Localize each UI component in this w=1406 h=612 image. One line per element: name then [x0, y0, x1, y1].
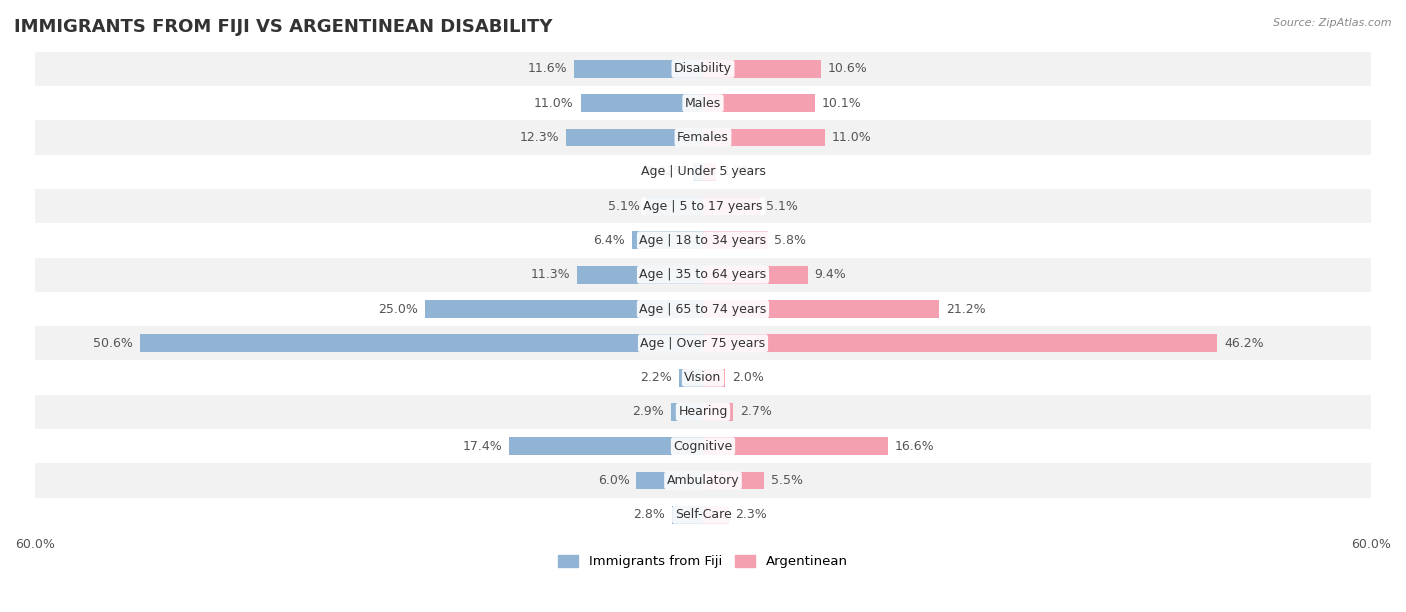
Bar: [574, 60, 703, 78]
Text: 6.4%: 6.4%: [593, 234, 626, 247]
Bar: [35, 292, 1371, 326]
Bar: [35, 463, 1371, 498]
Text: Hearing: Hearing: [678, 405, 728, 419]
Text: Source: ZipAtlas.com: Source: ZipAtlas.com: [1274, 18, 1392, 28]
Text: 11.0%: 11.0%: [832, 131, 872, 144]
Bar: [703, 368, 725, 387]
Text: 25.0%: 25.0%: [378, 302, 418, 316]
Bar: [581, 94, 703, 112]
Bar: [578, 266, 703, 283]
Text: 5.1%: 5.1%: [766, 200, 799, 212]
Bar: [703, 197, 759, 215]
Text: 21.2%: 21.2%: [946, 302, 986, 316]
Bar: [567, 129, 703, 146]
Text: Females: Females: [678, 131, 728, 144]
Text: Cognitive: Cognitive: [673, 440, 733, 453]
Bar: [35, 155, 1371, 189]
Text: 5.8%: 5.8%: [775, 234, 806, 247]
Text: 16.6%: 16.6%: [894, 440, 934, 453]
Bar: [647, 197, 703, 215]
Bar: [703, 403, 733, 421]
Text: 2.3%: 2.3%: [735, 509, 768, 521]
Bar: [671, 403, 703, 421]
Text: Disability: Disability: [673, 62, 733, 75]
Bar: [35, 258, 1371, 292]
Text: Age | 65 to 74 years: Age | 65 to 74 years: [640, 302, 766, 316]
Bar: [35, 121, 1371, 155]
Text: Age | Under 5 years: Age | Under 5 years: [641, 165, 765, 178]
Text: 5.5%: 5.5%: [770, 474, 803, 487]
Text: 2.2%: 2.2%: [640, 371, 672, 384]
Text: 6.0%: 6.0%: [598, 474, 630, 487]
Text: 2.9%: 2.9%: [633, 405, 664, 419]
Bar: [35, 52, 1371, 86]
Text: 10.6%: 10.6%: [828, 62, 868, 75]
Bar: [703, 266, 807, 283]
Text: 0.92%: 0.92%: [647, 165, 686, 178]
Text: 2.8%: 2.8%: [633, 509, 665, 521]
Bar: [703, 438, 887, 455]
Bar: [703, 60, 821, 78]
Bar: [35, 395, 1371, 429]
Bar: [35, 429, 1371, 463]
Bar: [35, 223, 1371, 258]
Bar: [509, 438, 703, 455]
Bar: [693, 163, 703, 181]
Bar: [139, 334, 703, 353]
Text: Age | 5 to 17 years: Age | 5 to 17 years: [644, 200, 762, 212]
Text: 2.7%: 2.7%: [740, 405, 772, 419]
Text: 10.1%: 10.1%: [823, 97, 862, 110]
Text: Age | 18 to 34 years: Age | 18 to 34 years: [640, 234, 766, 247]
Bar: [703, 472, 765, 490]
Text: 1.2%: 1.2%: [723, 165, 755, 178]
Text: Self-Care: Self-Care: [675, 509, 731, 521]
Text: 11.3%: 11.3%: [531, 268, 571, 281]
Text: IMMIGRANTS FROM FIJI VS ARGENTINEAN DISABILITY: IMMIGRANTS FROM FIJI VS ARGENTINEAN DISA…: [14, 18, 553, 36]
Bar: [703, 300, 939, 318]
Bar: [703, 163, 717, 181]
Text: 12.3%: 12.3%: [520, 131, 560, 144]
Bar: [679, 368, 703, 387]
Text: 50.6%: 50.6%: [93, 337, 134, 350]
Bar: [35, 189, 1371, 223]
Text: 17.4%: 17.4%: [463, 440, 502, 453]
Bar: [703, 94, 815, 112]
Bar: [703, 334, 1218, 353]
Bar: [35, 326, 1371, 360]
Text: Age | 35 to 64 years: Age | 35 to 64 years: [640, 268, 766, 281]
Bar: [425, 300, 703, 318]
Text: 11.0%: 11.0%: [534, 97, 574, 110]
Bar: [636, 472, 703, 490]
Bar: [631, 231, 703, 249]
Bar: [672, 506, 703, 524]
Text: 46.2%: 46.2%: [1225, 337, 1264, 350]
Text: Vision: Vision: [685, 371, 721, 384]
Text: 2.0%: 2.0%: [733, 371, 763, 384]
Bar: [35, 498, 1371, 532]
Bar: [703, 231, 768, 249]
Bar: [703, 129, 825, 146]
Text: Age | Over 75 years: Age | Over 75 years: [641, 337, 765, 350]
Legend: Immigrants from Fiji, Argentinean: Immigrants from Fiji, Argentinean: [553, 550, 853, 573]
Bar: [703, 506, 728, 524]
Text: Males: Males: [685, 97, 721, 110]
Text: 9.4%: 9.4%: [814, 268, 846, 281]
Bar: [35, 360, 1371, 395]
Text: 11.6%: 11.6%: [527, 62, 567, 75]
Bar: [35, 86, 1371, 121]
Text: Ambulatory: Ambulatory: [666, 474, 740, 487]
Text: 5.1%: 5.1%: [607, 200, 640, 212]
